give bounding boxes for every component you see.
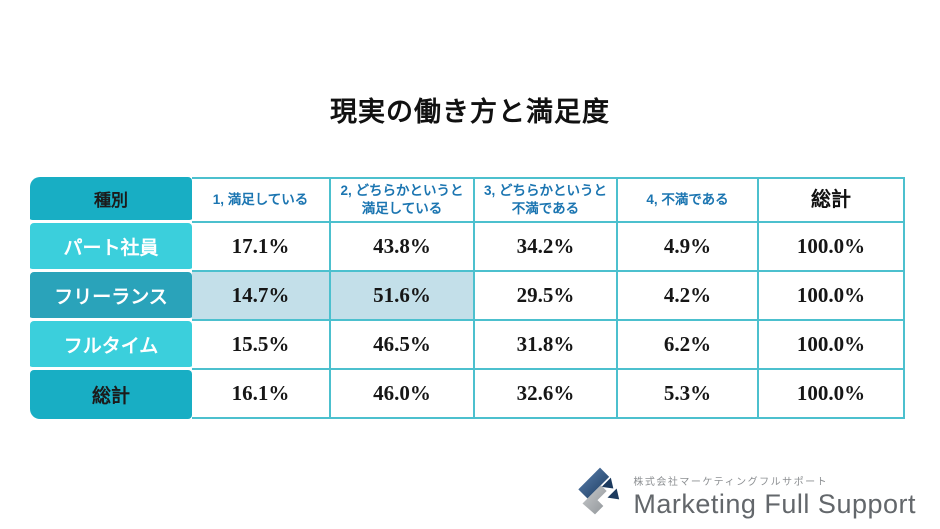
table-cell-highlighted: 51.6% — [331, 272, 475, 321]
table-cell: 43.8% — [331, 223, 475, 272]
table-cell: 46.5% — [331, 321, 475, 370]
column-header-type: 種別 — [30, 177, 192, 223]
table-cell: 4.9% — [618, 223, 759, 272]
row-label-total: 総計 — [30, 370, 192, 419]
table-cell: 17.1% — [192, 223, 331, 272]
table-cell: 100.0% — [759, 272, 905, 321]
table-cell: 46.0% — [331, 370, 475, 419]
column-header-somewhat-satisfied: 2, どちらかというと 満足している — [331, 177, 475, 223]
row-label-freelance: フリーランス — [30, 272, 192, 321]
column-header-somewhat-dissatisfied: 3, どちらかというと 不満である — [475, 177, 618, 223]
table-cell: 4.2% — [618, 272, 759, 321]
row-label-full-time: フルタイム — [30, 321, 192, 370]
company-name-japanese: 株式会社マーケティングフルサポート — [633, 477, 829, 488]
column-header-satisfied: 1, 満足している — [192, 177, 331, 223]
table-cell: 5.3% — [618, 370, 759, 419]
table-cell: 15.5% — [192, 321, 331, 370]
column-header-total: 総計 — [759, 177, 905, 223]
table-cell: 34.2% — [475, 223, 618, 272]
row-label-part-time: パート社員 — [30, 223, 192, 272]
satisfaction-table: 種別 1, 満足している 2, どちらかというと 満足している 3, どちらかと… — [30, 177, 905, 419]
table-cell: 100.0% — [759, 223, 905, 272]
table-cell: 16.1% — [192, 370, 331, 419]
column-header-dissatisfied: 4, 不満である — [618, 177, 759, 223]
table-cell: 29.5% — [475, 272, 618, 321]
table-cell: 31.8% — [475, 321, 618, 370]
table-cell: 32.6% — [475, 370, 618, 419]
table-cell: 100.0% — [759, 370, 905, 419]
company-logo: 株式会社マーケティングフルサポート Marketing Full Support — [575, 464, 916, 518]
company-logo-icon — [578, 467, 620, 515]
table-cell: 100.0% — [759, 321, 905, 370]
table-cell: 6.2% — [618, 321, 759, 370]
company-name-english: Marketing Full Support — [633, 489, 916, 519]
table-cell-highlighted: 14.7% — [192, 272, 331, 321]
company-logo-text: 株式会社マーケティングフルサポート Marketing Full Support — [633, 473, 916, 518]
page-title: 現実の働き方と満足度 — [330, 97, 610, 127]
